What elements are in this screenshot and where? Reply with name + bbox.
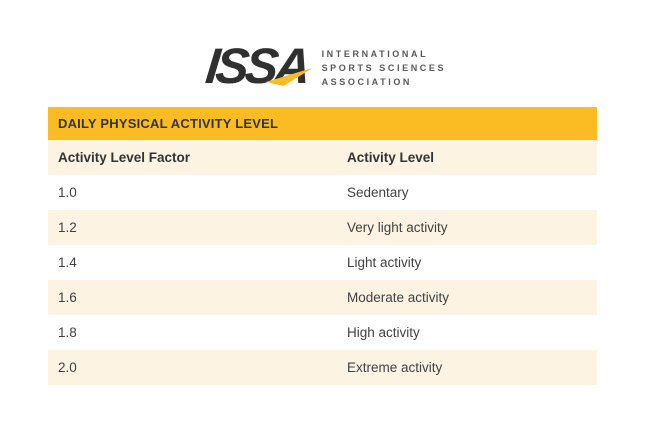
table-row: 2.0 Extreme activity (48, 350, 597, 385)
issa-logo-wordmark: INTERNATIONAL SPORTS SCIENCES ASSOCIATIO… (322, 47, 447, 87)
factor-cell: 1.6 (58, 290, 77, 305)
column-header-factor: Activity Level Factor (58, 150, 191, 165)
table-row: 1.2 Very light activity (48, 210, 597, 245)
factor-cell: 1.0 (58, 185, 77, 200)
factor-cell: 1.2 (58, 220, 77, 235)
table-row: 1.6 Moderate activity (48, 280, 597, 315)
level-cell: Extreme activity (347, 360, 443, 375)
wordmark-line-2: SPORTS SCIENCES (321, 62, 447, 73)
table-row: 1.8 High activity (48, 315, 597, 350)
level-cell: Sedentary (347, 185, 409, 200)
factor-cell: 1.8 (58, 325, 77, 340)
level-cell: Light activity (347, 255, 422, 270)
column-header-level: Activity Level (347, 150, 435, 165)
table-header-row: Activity Level Factor Activity Level (48, 140, 597, 175)
table-row: 1.0 Sedentary (48, 175, 597, 210)
factor-cell: 2.0 (58, 360, 77, 375)
issa-logo-mark: ISSA (203, 38, 312, 94)
wordmark-line-1: INTERNATIONAL (321, 48, 429, 59)
issa-logo: ISSA INTERNATIONAL SPORTS SCIENCES ASSOC… (0, 38, 652, 94)
level-cell: Very light activity (347, 220, 448, 235)
table-body: 1.0 Sedentary 1.2 Very light activity 1.… (48, 175, 597, 385)
level-cell: Moderate activity (347, 290, 450, 305)
issa-swoosh-arrow-icon (265, 68, 312, 86)
table-title: DAILY PHYSICAL ACTIVITY LEVEL (48, 107, 597, 140)
level-cell: High activity (347, 325, 420, 340)
wordmark-line-3: ASSOCIATION (321, 76, 413, 87)
factor-cell: 1.4 (58, 255, 77, 270)
table-row: 1.4 Light activity (48, 245, 597, 280)
daily-activity-table: DAILY PHYSICAL ACTIVITY LEVEL Activity L… (48, 107, 597, 385)
